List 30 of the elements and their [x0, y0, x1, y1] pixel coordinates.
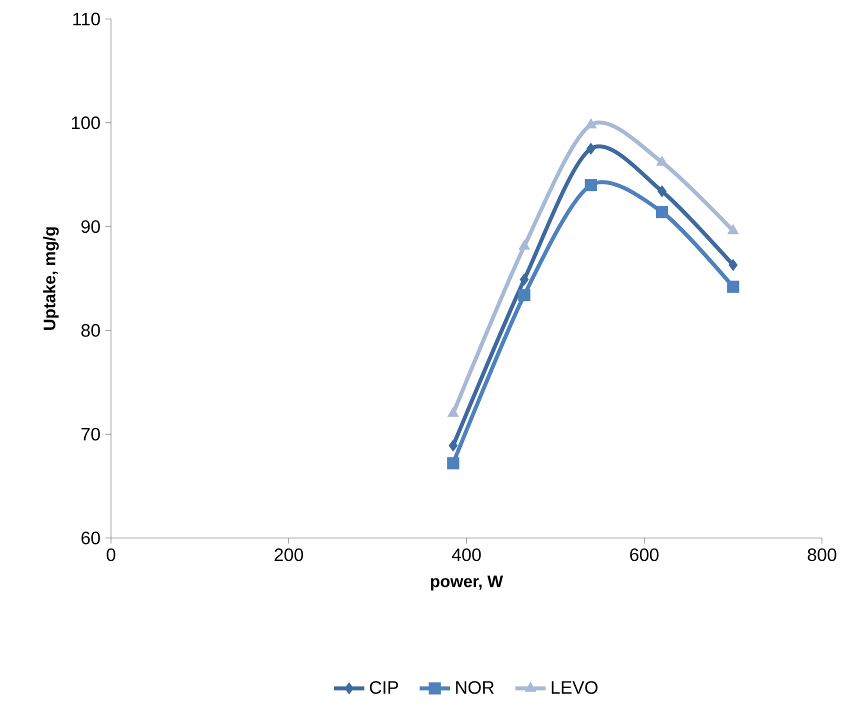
point: [584, 178, 597, 192]
point: [727, 224, 739, 234]
point: [728, 258, 738, 272]
x-tick-label: 400: [452, 548, 481, 562]
y-tick-label: 90: [81, 220, 100, 233]
legend-label: NOR: [456, 681, 494, 694]
y-tick-label: 100: [72, 116, 100, 130]
x-axis-title: power, W: [431, 576, 504, 591]
point: [656, 206, 668, 218]
point: [657, 185, 667, 198]
y-tick-label: 60: [82, 532, 100, 544]
point: [585, 118, 597, 128]
point: [518, 240, 530, 250]
legend-label: LEVO: [552, 681, 598, 694]
x-tick-label: 600: [630, 548, 659, 562]
legend-label: CIP: [370, 681, 398, 694]
y-axis-title: Uptake, mg/g: [43, 227, 59, 330]
point: [727, 280, 740, 293]
point: [586, 142, 596, 155]
y-tick-label: 70: [82, 428, 100, 441]
point: [447, 457, 460, 470]
x-tick-label: 800: [808, 548, 836, 562]
y-tick-label: 110: [73, 12, 100, 26]
x-tick-label: 0: [106, 548, 116, 562]
point: [520, 273, 529, 286]
y-tick-label: 80: [81, 324, 100, 337]
point: [656, 156, 668, 166]
point: [518, 289, 530, 302]
x-tick-label: 200: [274, 548, 304, 562]
point: [448, 440, 458, 452]
